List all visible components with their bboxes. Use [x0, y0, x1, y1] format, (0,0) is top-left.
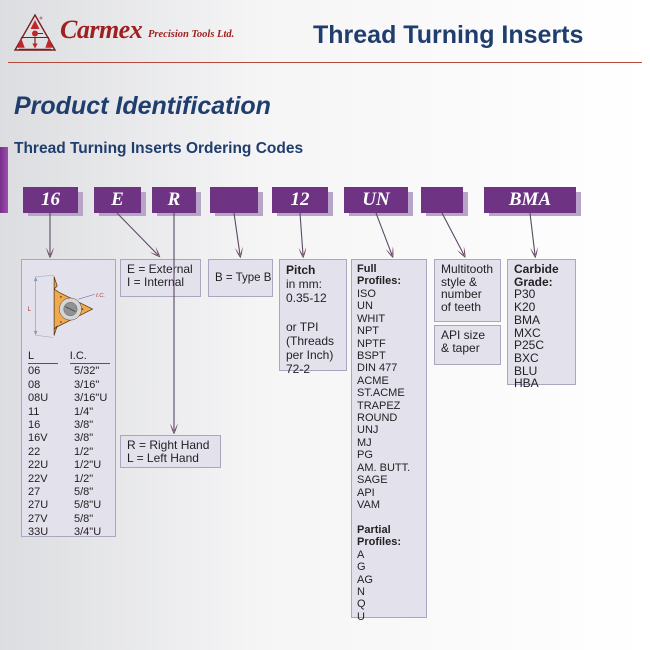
svg-text:I.C.: I.C.	[96, 293, 105, 299]
svg-text:L: L	[28, 306, 32, 313]
